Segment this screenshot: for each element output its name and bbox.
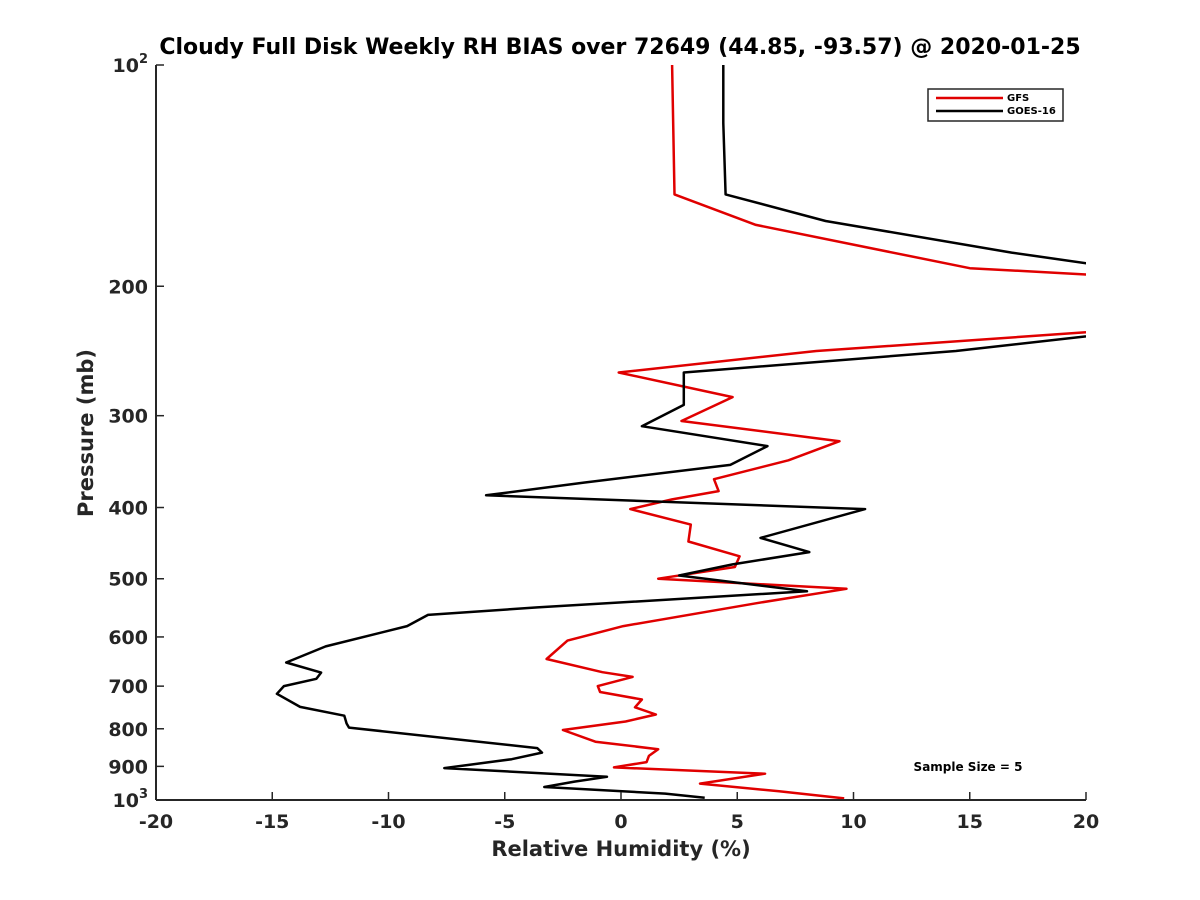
legend: GFS GOES-16 [927,88,1064,122]
y-tick-label: 800 [108,719,148,741]
chart-title: Cloudy Full Disk Weekly RH BIAS over 726… [159,35,1080,60]
series-line-gfs [545,331,1086,800]
x-tick-label: -5 [494,811,515,833]
y-tick-label: 200 [108,276,148,298]
legend-label-gfs: GFS [1007,93,1029,104]
y-tick-label: 102 [113,52,149,77]
x-tick-label: 15 [957,811,983,833]
y-tick-label: 600 [108,627,148,649]
x-tick-label: -10 [371,811,405,833]
series-line-goes-16 [275,335,1086,800]
x-tick-label: -15 [255,811,289,833]
x-tick-label: -20 [139,811,173,833]
y-tick-label: 700 [108,676,148,698]
x-tick-label: 20 [1073,811,1099,833]
axes [155,65,1086,801]
y-tick-label: 900 [108,756,148,778]
sample-size-annotation: Sample Size = 5 [914,760,1023,774]
y-tick-label: 500 [108,569,148,591]
x-axis-label: Relative Humidity (%) [491,837,750,861]
series-line-gfs [670,65,1086,276]
y-axis-label: Pressure (mb) [74,349,98,517]
series-line-goes-16 [722,65,1086,265]
y-tick-label: 103 [113,787,149,812]
legend-label-goes16: GOES-16 [1007,106,1056,117]
y-tick-label: 400 [108,498,148,520]
y-axis-ticks: 102 200 300 400 500 600 700 800 900 103 [108,52,164,812]
x-axis-ticks: -20 -15 -10 -5 0 5 10 15 20 [139,792,1099,833]
y-tick-label: 300 [108,406,148,428]
x-tick-label: 10 [840,811,866,833]
x-tick-label: 5 [731,811,744,833]
plot-area [275,65,1086,800]
legend-box [927,88,1064,122]
x-tick-label: 0 [614,811,627,833]
